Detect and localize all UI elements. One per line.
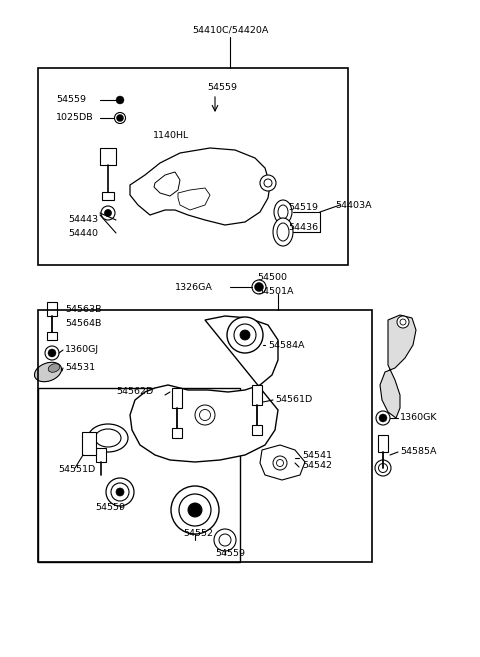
- Circle shape: [106, 478, 134, 506]
- Text: 1326GA: 1326GA: [175, 283, 213, 292]
- Text: 1360GK: 1360GK: [400, 413, 437, 422]
- Bar: [378, 435, 388, 452]
- Text: 54443: 54443: [68, 215, 98, 225]
- Text: 54584A: 54584A: [268, 340, 304, 350]
- Polygon shape: [130, 148, 270, 225]
- Circle shape: [48, 349, 56, 357]
- Circle shape: [117, 114, 123, 122]
- Polygon shape: [154, 172, 180, 196]
- Polygon shape: [260, 445, 305, 480]
- Text: 54531: 54531: [65, 363, 95, 373]
- Bar: [252, 385, 262, 405]
- Circle shape: [254, 283, 264, 292]
- Text: 54551D: 54551D: [58, 466, 95, 474]
- Bar: [102, 192, 114, 200]
- Polygon shape: [380, 315, 416, 418]
- Text: 54501A: 54501A: [257, 286, 293, 296]
- Bar: [100, 148, 116, 165]
- Text: 1140HL: 1140HL: [153, 131, 189, 139]
- Bar: [47, 332, 57, 340]
- Ellipse shape: [35, 362, 61, 382]
- Circle shape: [273, 456, 287, 470]
- Text: 54552: 54552: [183, 528, 213, 537]
- Text: 54563B: 54563B: [65, 304, 101, 313]
- Text: 54559: 54559: [207, 83, 237, 93]
- Text: 1360GJ: 1360GJ: [65, 346, 99, 355]
- Circle shape: [227, 317, 263, 353]
- Ellipse shape: [88, 424, 128, 452]
- Text: 54564B: 54564B: [65, 319, 101, 327]
- Circle shape: [214, 529, 236, 551]
- Circle shape: [195, 405, 215, 425]
- Ellipse shape: [274, 200, 292, 224]
- Bar: [172, 428, 182, 438]
- Text: 54542: 54542: [302, 461, 332, 470]
- Text: 54403A: 54403A: [335, 200, 372, 210]
- Text: 54562D: 54562D: [116, 388, 153, 397]
- Text: 54561D: 54561D: [275, 396, 312, 405]
- Bar: [38, 388, 240, 562]
- Text: 54440: 54440: [68, 229, 98, 237]
- Text: 54559: 54559: [56, 95, 86, 104]
- Text: 54519: 54519: [288, 204, 318, 212]
- Circle shape: [116, 96, 124, 104]
- Circle shape: [171, 486, 219, 534]
- Text: 54541: 54541: [302, 451, 332, 459]
- Circle shape: [240, 330, 250, 340]
- Bar: [38, 310, 372, 562]
- Circle shape: [105, 210, 111, 217]
- Polygon shape: [130, 316, 278, 462]
- Polygon shape: [178, 188, 210, 210]
- Text: 54559: 54559: [215, 549, 245, 558]
- Text: 54585A: 54585A: [400, 447, 436, 457]
- Circle shape: [375, 460, 391, 476]
- Bar: [252, 425, 262, 435]
- Bar: [82, 432, 96, 455]
- Text: 1025DB: 1025DB: [56, 114, 94, 122]
- Circle shape: [379, 414, 387, 422]
- Text: 54410C/54420A: 54410C/54420A: [192, 26, 268, 35]
- Circle shape: [397, 316, 409, 328]
- Circle shape: [260, 175, 276, 191]
- Bar: [96, 448, 106, 462]
- Text: 54436: 54436: [288, 223, 318, 233]
- Circle shape: [116, 488, 124, 496]
- Circle shape: [188, 503, 202, 517]
- Text: 54559: 54559: [95, 503, 125, 512]
- Bar: [172, 388, 182, 408]
- Bar: [47, 302, 57, 316]
- Text: 54500: 54500: [257, 273, 287, 283]
- Ellipse shape: [48, 364, 60, 373]
- Bar: [38, 68, 348, 265]
- Ellipse shape: [273, 218, 293, 246]
